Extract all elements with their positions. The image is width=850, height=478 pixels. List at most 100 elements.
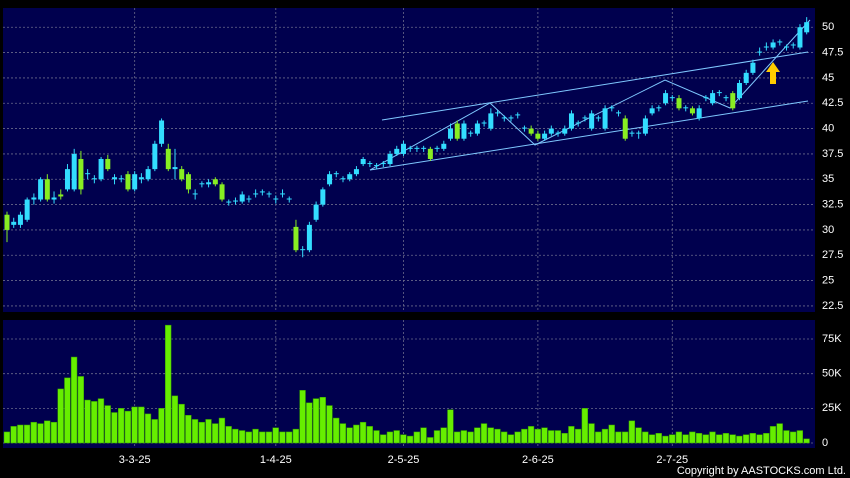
candle-body [636, 132, 642, 134]
candle-body [434, 147, 440, 149]
trend-lines [369, 19, 811, 171]
volume-bar [359, 421, 367, 444]
candle-body [582, 117, 588, 119]
volume-bar [97, 398, 105, 444]
y-tick-label: 47.5 [822, 46, 843, 58]
candle-body [454, 123, 460, 139]
volume-bar [742, 434, 750, 444]
volume-bar [346, 427, 353, 444]
volume-bar [487, 427, 494, 444]
candle-body [555, 132, 561, 134]
volume-bar [568, 426, 575, 444]
candle-body [602, 108, 608, 129]
volume-bar [427, 437, 434, 444]
volume-bar [581, 408, 588, 444]
candle-body [152, 143, 158, 170]
candle-body [306, 224, 312, 251]
volume-bar [50, 421, 58, 444]
y-tick-label: 35 [822, 173, 834, 185]
volume-bar [131, 406, 138, 444]
volume-bar [554, 430, 562, 444]
candle-body [4, 214, 10, 230]
candle-body [293, 226, 299, 251]
y-tick-label: 25 [822, 274, 834, 286]
volume-bar [521, 428, 528, 444]
candle-body [24, 199, 30, 220]
volume-bar [306, 402, 313, 444]
candle-body [172, 167, 178, 170]
volume-bar [702, 434, 709, 444]
candle-body [575, 122, 581, 124]
volume-bar [494, 428, 501, 444]
volume-bar [400, 434, 407, 444]
candle-body [280, 193, 286, 195]
candle-body [488, 113, 494, 129]
candle-body [528, 128, 534, 134]
candle-body [51, 197, 57, 200]
volume-bar [44, 420, 51, 444]
candle-body [669, 97, 675, 99]
candle-body [448, 128, 454, 139]
y-tick-label: 37.5 [822, 148, 843, 160]
candle-body [689, 108, 695, 114]
candle-body [400, 143, 406, 154]
volume-bar [373, 430, 380, 444]
candle-body [589, 113, 595, 129]
candle-body [179, 169, 185, 180]
candle-body [703, 97, 709, 99]
copyright: Copyright by AASTOCKS.com Ltd. [677, 465, 846, 477]
candle-body [340, 178, 346, 180]
candle-body [461, 123, 467, 139]
volume-bar [460, 430, 468, 444]
candle-body [790, 44, 796, 46]
volume-bar [716, 434, 723, 444]
y-tick-label: 75K [822, 333, 842, 345]
candle-body [501, 117, 507, 119]
candle-body [609, 107, 615, 109]
y-tick-label: 27.5 [822, 249, 843, 261]
volume-bar [353, 424, 360, 444]
volume-bar [722, 433, 730, 444]
volume-bar [769, 426, 777, 444]
volume-bar [326, 405, 333, 444]
volume-bar [783, 430, 790, 444]
volume-bar [655, 433, 662, 444]
volume-bar [191, 419, 199, 444]
candle-body [165, 148, 171, 170]
volume-bar [440, 427, 447, 444]
volume-bar [796, 430, 804, 444]
candle-body [71, 153, 77, 190]
y-tick-label: 0 [822, 437, 828, 449]
candle-body [535, 133, 541, 139]
volume-bar [621, 431, 629, 444]
candle-body [226, 201, 232, 203]
volume-bar [447, 409, 454, 444]
y-tick-label: 22.5 [822, 300, 843, 312]
candle-body [300, 249, 306, 251]
candle-body [266, 193, 272, 195]
candle-body [112, 177, 118, 180]
candle-body [387, 153, 393, 165]
volume-bar [642, 431, 649, 444]
volume-bar [588, 423, 595, 444]
candle-body [441, 143, 447, 149]
candle-body [804, 22, 810, 33]
volume-bar [433, 430, 441, 444]
candle-body [676, 98, 682, 109]
volume-bar [527, 426, 535, 444]
volume-bar [171, 395, 179, 444]
candle-body [568, 113, 574, 129]
candle-body [427, 148, 433, 159]
volume-bar [380, 434, 387, 444]
volume-bar [480, 423, 488, 444]
volume-bar [574, 428, 582, 444]
candle-body [474, 123, 480, 134]
volume-bar [198, 421, 205, 444]
volume-bar [23, 424, 31, 444]
candle-body [219, 184, 225, 200]
volume-bar [292, 428, 300, 444]
volume-bar [84, 399, 91, 444]
volume-bar [333, 417, 340, 444]
candle-body [38, 179, 44, 200]
